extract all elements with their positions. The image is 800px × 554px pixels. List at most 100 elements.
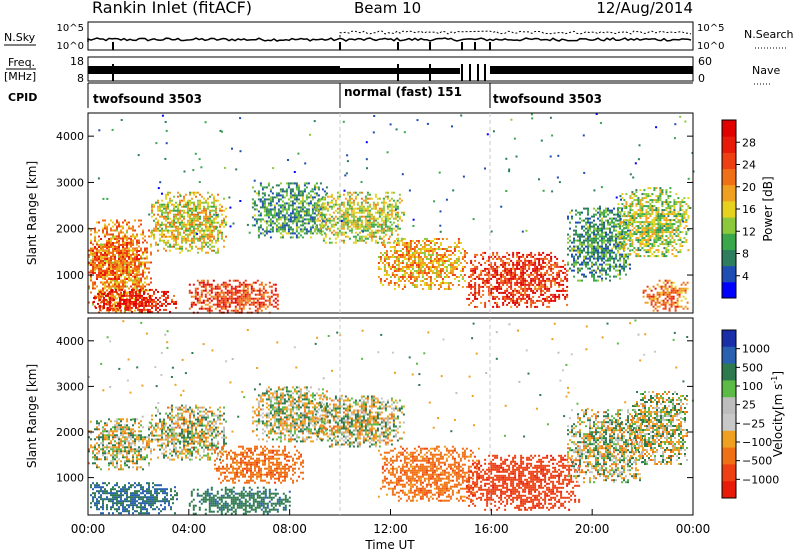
echo-cell <box>295 214 298 217</box>
echo-cell <box>368 217 371 220</box>
echo-cell <box>323 216 326 219</box>
echo-cell <box>360 221 363 224</box>
echo-cell <box>366 233 369 236</box>
echo-cell <box>151 300 153 303</box>
echo-cell <box>474 265 477 268</box>
echo-cell <box>130 240 132 242</box>
echo-cell <box>96 295 98 298</box>
echo-cell <box>217 215 219 218</box>
echo-cell <box>342 213 345 216</box>
echo-cell <box>407 268 410 270</box>
echo-cell <box>423 250 426 252</box>
echo-cell <box>138 265 140 268</box>
echo-cell <box>195 219 197 222</box>
echo-cell <box>366 201 369 204</box>
echo-cell <box>224 295 227 298</box>
echo-cell <box>110 262 112 264</box>
echo-cell <box>595 247 597 250</box>
echo-cell <box>177 205 179 208</box>
echo-cell <box>591 271 593 274</box>
echo-cell <box>208 285 211 288</box>
echo-cell <box>104 219 106 222</box>
echo-cell <box>463 280 466 282</box>
echo-cell <box>303 190 306 193</box>
echo-cell <box>153 203 155 206</box>
echo-cell <box>524 287 527 290</box>
echo-cell <box>498 283 501 286</box>
echo-cell <box>94 259 96 262</box>
echo-cell <box>104 254 106 256</box>
echo-cell <box>532 283 535 286</box>
echo-cell <box>190 301 193 304</box>
echo-cell <box>88 254 90 256</box>
echo-cell <box>175 241 177 244</box>
echo-cell <box>246 285 249 288</box>
echo-cell <box>92 258 94 260</box>
echo-cell <box>433 272 436 274</box>
echo-cell <box>413 270 416 272</box>
echo-cell <box>439 272 442 274</box>
echo-cell <box>439 284 442 286</box>
echo-cell <box>258 289 261 292</box>
echo-cell <box>98 250 100 252</box>
echo-cell <box>204 285 207 288</box>
echo-cell <box>144 263 146 266</box>
echo-cell <box>217 233 219 236</box>
echo-cell <box>480 301 483 304</box>
echo-cell <box>575 225 577 228</box>
echo-cell <box>476 275 479 278</box>
echo-cell <box>132 233 134 236</box>
echo-cell <box>136 256 138 258</box>
echo-cell <box>134 287 136 290</box>
echo-cell <box>459 274 462 276</box>
echo-cell <box>366 191 369 194</box>
echo-cell <box>115 304 117 307</box>
echo-cell <box>195 227 197 230</box>
echo-cell <box>352 235 355 238</box>
echo-cell <box>439 274 442 276</box>
echo-cell <box>183 197 185 200</box>
echo-cell <box>423 254 426 256</box>
echo-cell <box>385 272 388 274</box>
echo-cell <box>124 233 126 236</box>
echo-cell <box>130 271 132 274</box>
echo-cell <box>104 262 106 264</box>
echo-cell <box>601 239 603 242</box>
echo-cell <box>514 303 517 306</box>
echo-cell <box>397 254 400 256</box>
echo-cell <box>220 299 223 302</box>
echo-cell <box>209 205 211 208</box>
echo-cell <box>480 253 483 256</box>
echo-cell <box>338 215 341 218</box>
echo-cell <box>470 301 473 304</box>
echo-cell <box>548 287 551 290</box>
echo-cell <box>579 247 581 250</box>
echo-cell <box>362 209 365 212</box>
echo-cell <box>265 206 268 209</box>
echo-cell <box>207 217 209 220</box>
echo-cell <box>435 276 438 278</box>
echo-cell <box>601 225 603 228</box>
echo-cell <box>577 257 579 260</box>
echo-cell <box>504 261 507 264</box>
echo-cell <box>579 217 581 220</box>
echo-cell <box>116 287 118 290</box>
echo-cell <box>376 231 379 234</box>
echo-cell <box>613 223 615 226</box>
echo-cell <box>593 277 595 280</box>
freq-band <box>340 68 460 74</box>
echo-cell <box>395 270 398 272</box>
echo-cell <box>120 259 122 262</box>
echo-cell <box>348 195 351 198</box>
echo-cell <box>370 215 373 218</box>
echo-cell <box>130 285 132 288</box>
echo-cell <box>261 196 264 199</box>
echo-cell <box>360 191 363 194</box>
echo-cell <box>277 226 280 229</box>
echo-cell <box>293 232 296 235</box>
echo-cell <box>609 255 611 258</box>
echo-cell <box>522 277 525 280</box>
echo-cell <box>512 273 515 276</box>
echo-cell <box>433 278 436 280</box>
echo-cell <box>137 306 139 309</box>
